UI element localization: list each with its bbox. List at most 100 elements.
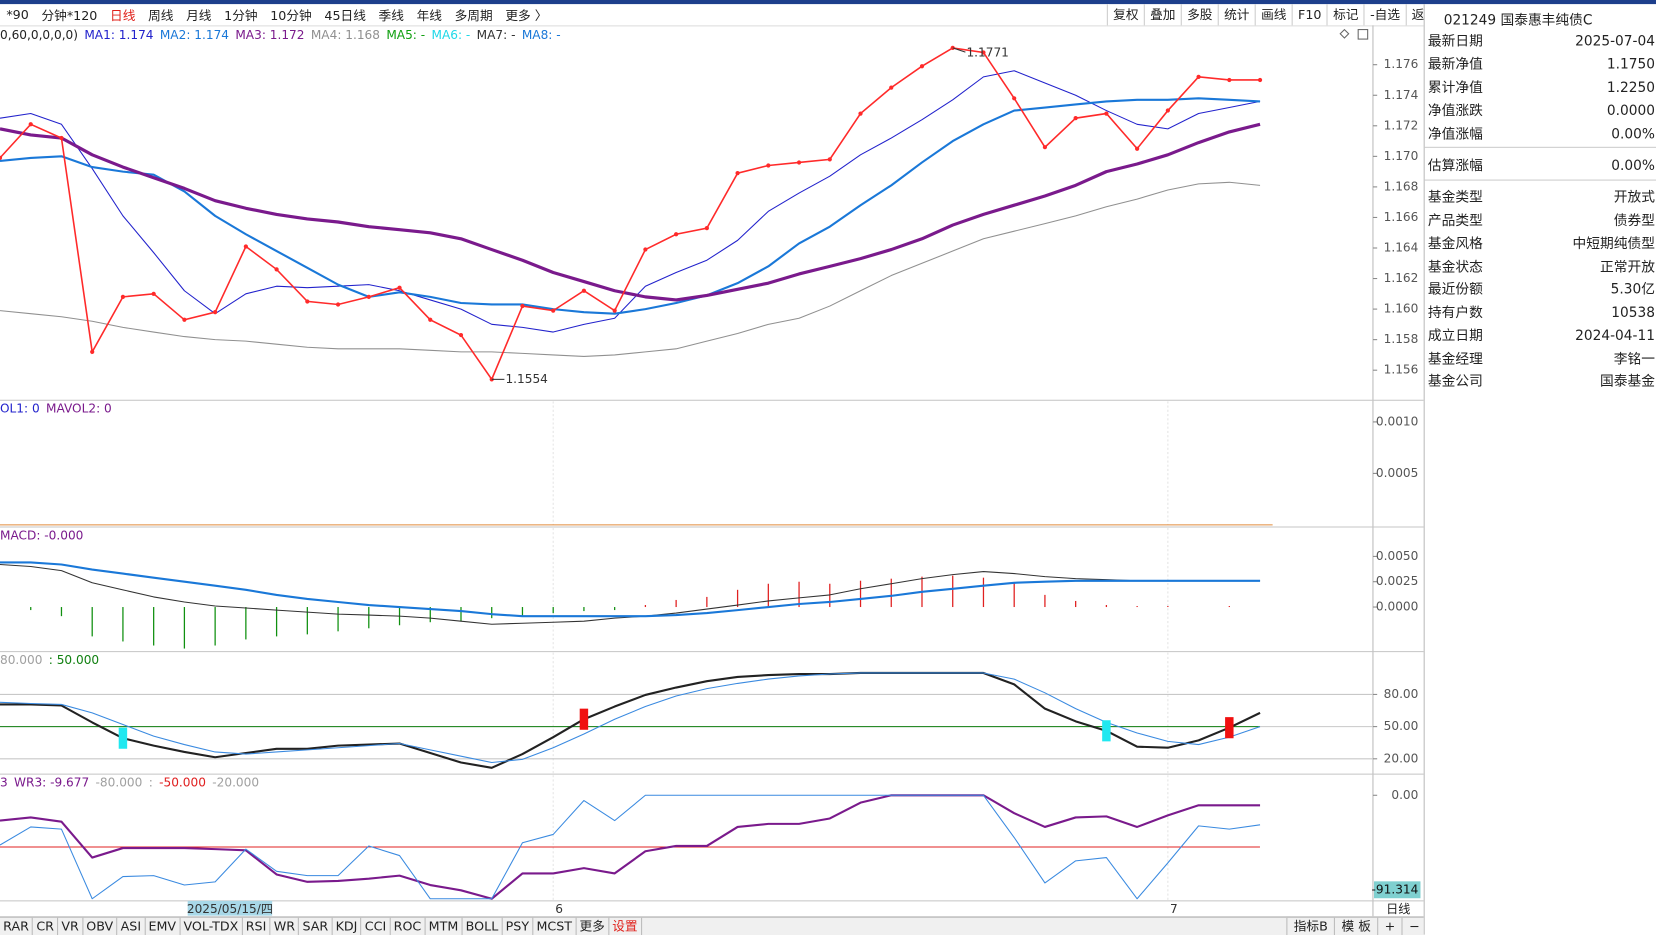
period-button[interactable]: 1分钟: [224, 7, 258, 23]
indicator-tab[interactable]: VOL-TDX: [180, 917, 243, 935]
price-point: [213, 310, 218, 315]
y-tick-label: 1.160: [1384, 302, 1419, 316]
indicator-tab[interactable]: VR: [58, 917, 84, 935]
indicator-tab[interactable]: PSY: [502, 917, 534, 935]
period-button[interactable]: 45日线: [324, 7, 366, 23]
indicator-tab[interactable]: BOLL: [463, 917, 503, 935]
period-button[interactable]: *90: [6, 7, 29, 23]
info-row: 基金类型 开放式: [1428, 188, 1655, 209]
header-item: 80.000: [0, 653, 42, 667]
macd-bar: [306, 607, 308, 635]
y-tick-label: 20.00: [1384, 751, 1419, 765]
macd-bar: [644, 605, 647, 608]
price-point: [1104, 111, 1109, 116]
macd-bar: [30, 607, 32, 611]
legend-sep: :: [186, 27, 194, 41]
signal-marker: [579, 708, 589, 730]
info-value: 中短期纯债型: [1572, 236, 1655, 253]
indicator-tab[interactable]: MTM: [426, 917, 463, 935]
info-row: 净值涨幅 0.00%: [1428, 125, 1655, 146]
price-point: [1165, 108, 1170, 113]
macd-bar: [1228, 606, 1230, 608]
indicator-tab[interactable]: WR: [271, 917, 300, 935]
info-row: 成立日期 2024-04-11: [1428, 326, 1655, 347]
indicator-tab[interactable]: EMV: [145, 917, 181, 935]
macd-bar: [859, 580, 862, 608]
indicator-tab[interactable]: RSI: [243, 917, 271, 935]
info-row: 基金公司 国泰基金: [1428, 372, 1655, 393]
price-point: [305, 299, 310, 304]
indicator-tab[interactable]: KDJ: [332, 917, 362, 935]
tool-button[interactable]: 复权: [1106, 4, 1144, 26]
macd-bar: [60, 607, 63, 617]
indicator-line: [0, 794, 1261, 900]
period-button[interactable]: 更多 〉: [505, 7, 548, 23]
indicator-tab[interactable]: MCST: [533, 917, 577, 935]
indicator-tab[interactable]: 设置: [609, 917, 642, 935]
tool-button[interactable]: 统计: [1217, 4, 1255, 26]
params-label: 0,60,0,0,0,0): [0, 27, 78, 41]
tool-button[interactable]: F10: [1291, 4, 1327, 26]
header-item: MAVOL2: 0: [46, 401, 112, 415]
period-button[interactable]: 季线: [378, 7, 404, 23]
period-button[interactable]: 年线: [416, 7, 442, 23]
template-tab[interactable]: 模 板: [1334, 917, 1377, 935]
period-button[interactable]: 月线: [186, 7, 212, 23]
period-button[interactable]: 分钟*120: [41, 7, 98, 23]
period-button[interactable]: 周线: [148, 7, 174, 23]
template-tab[interactable]: −: [1401, 917, 1426, 935]
period-button[interactable]: 10分钟: [270, 7, 312, 23]
info-value: 10538: [1611, 305, 1655, 322]
tool-button[interactable]: 画线: [1254, 4, 1292, 26]
legend-sep: :: [111, 27, 119, 41]
price-point: [520, 303, 525, 309]
legend-sep: :: [503, 27, 511, 41]
y-tick-label: 0.0050: [1376, 549, 1418, 563]
tool-button[interactable]: 叠加: [1143, 4, 1181, 26]
macd-bar: [491, 607, 493, 619]
price-point: [366, 294, 371, 299]
indicator-tab[interactable]: OBV: [83, 917, 118, 935]
legend-name: MA1: [84, 27, 110, 41]
info-value: 正常开放: [1600, 259, 1655, 276]
indicator-tab[interactable]: ASI: [117, 917, 146, 935]
tool-button[interactable]: 多股: [1180, 4, 1218, 26]
template-tab[interactable]: +: [1377, 917, 1401, 935]
period-button[interactable]: 多周期: [454, 7, 493, 23]
indicator-line: [0, 671, 1261, 769]
panel-header: 3 WR3: -9.677 -80.000: -50.000 -20.000: [0, 775, 259, 789]
price-point: [581, 288, 587, 293]
y-tick-label: 1.170: [1384, 149, 1419, 163]
indicator-tab[interactable]: CR: [33, 917, 59, 935]
indicator-tab[interactable]: 更多: [576, 917, 610, 935]
panel-header: 80.000: 50.000: [0, 653, 99, 667]
indicator-tab[interactable]: ROC: [390, 917, 426, 935]
ma-legend: 0,60,0,0,0,0) MA1: 1.174 MA2: 1.174 MA3: 1.…: [0, 27, 561, 41]
cursor-date-box: [187, 900, 273, 916]
template-tab[interactable]: 指标B: [1286, 917, 1334, 935]
period-toolbar: *90 分钟*120 日线 周线 月线 1分钟 10分钟 45日线 季线 年线 多周期 更多 〉: [0, 4, 1109, 27]
price-point: [1135, 146, 1140, 151]
price-line: [0, 47, 1261, 381]
legend-value: -: [466, 27, 470, 41]
indicator-tab[interactable]: SAR: [299, 917, 333, 935]
tool-button[interactable]: -自选: [1363, 4, 1406, 26]
indicator-tab[interactable]: RAR: [0, 917, 34, 935]
period-button[interactable]: 日线: [110, 7, 136, 23]
price-point: [59, 135, 64, 141]
y-tick-label: 1.162: [1384, 271, 1419, 285]
tool-button[interactable]: 标记: [1326, 4, 1364, 26]
info-row: 最新净值 1.1750: [1428, 55, 1655, 76]
indicator-tab[interactable]: CCI: [362, 917, 391, 935]
price-point: [950, 45, 955, 51]
price-point: [766, 163, 771, 168]
macd-bar: [706, 596, 708, 608]
macd-bar: [183, 607, 186, 649]
indicator-line: [0, 70, 1261, 333]
axis-period: 日线: [1386, 902, 1410, 916]
panel-header: MACD: -0.000: [0, 528, 83, 542]
info-row: 累计净值 1.2250: [1428, 78, 1655, 99]
macd-bar: [368, 607, 370, 629]
signal-marker: [1225, 717, 1234, 739]
info-row: 产品类型 债券型: [1428, 211, 1655, 232]
